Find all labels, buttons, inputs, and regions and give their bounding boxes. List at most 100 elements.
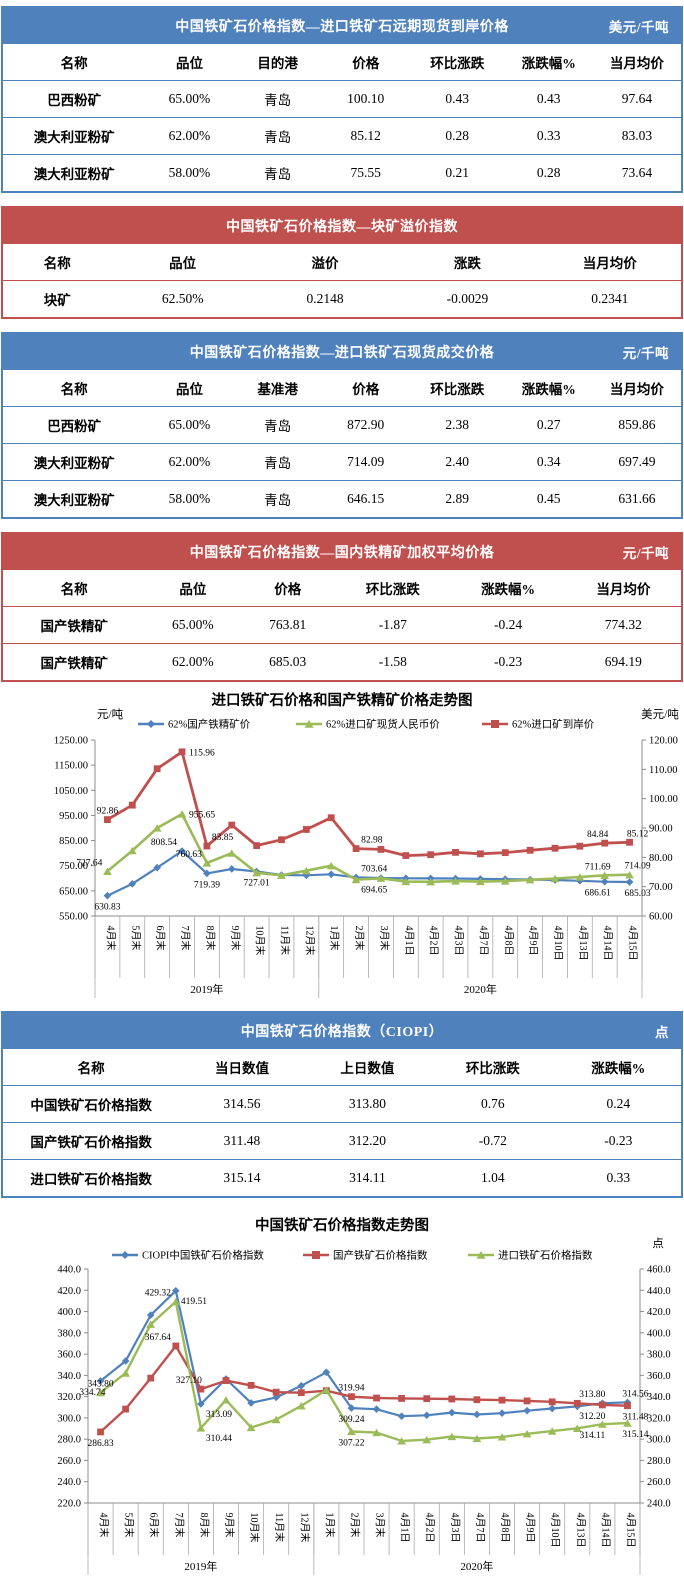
value-cell: 83.03: [592, 117, 681, 155]
column-header: 名称: [3, 1049, 180, 1086]
diamond-marker: [548, 1404, 556, 1413]
column-header: 名称: [3, 244, 112, 281]
value-cell: 685.03: [240, 643, 336, 680]
right-tick-label: 460.0: [647, 1265, 671, 1276]
data-table: 中国铁矿石价格指数—块矿溢价指数 名称 品位 溢价 涨跌 当月均价 块矿 62.50% 0.21…: [1, 206, 683, 319]
diamond-marker: [625, 878, 634, 886]
triangle-marker: [246, 1423, 256, 1432]
triangle-marker: [304, 720, 314, 728]
table-ciopi-index: 中国铁矿石价格指数（CIOPI）点名称 当日数值 上日数值 环比涨跌 涨跌幅% 中国铁矿石…: [1, 1011, 683, 1198]
value-cell: 0.33: [504, 117, 593, 155]
square-marker: [278, 836, 285, 844]
series-line: [99, 1300, 628, 1443]
point-label: 419.51: [181, 1297, 207, 1307]
point-label: 694.65: [361, 886, 387, 896]
right-axis-unit: 点: [652, 1237, 664, 1250]
x-axis-label: 10月末: [248, 1513, 261, 1543]
triangle-marker: [271, 1415, 281, 1424]
value-cell: -0.72: [430, 1122, 556, 1160]
square-marker: [491, 720, 499, 728]
x-axis-label: 5月末: [129, 926, 142, 951]
square-marker: [551, 844, 559, 852]
value-cell: 75.55: [321, 154, 410, 191]
diamond-marker: [372, 1405, 381, 1413]
square-marker: [153, 765, 161, 773]
table-row: 国产铁矿石价格指数 311.48 312.20 -0.72 -0.23: [3, 1122, 681, 1160]
square-marker: [297, 1389, 305, 1397]
x-axis-label: 11月末: [278, 926, 291, 956]
point-label: 343.80: [87, 1380, 113, 1390]
chart-title: 中国铁矿石价格指数走势图: [255, 1216, 429, 1234]
table-row: 巴西粉矿 65.00% 青岛 872.90 2.38 0.27 859.86: [3, 406, 681, 444]
diamond-marker: [473, 1410, 481, 1419]
column-header: 品位: [145, 44, 234, 81]
diamond-marker: [422, 1411, 431, 1420]
triangle-marker: [472, 1434, 482, 1443]
triangle-marker: [476, 1251, 486, 1259]
x-axis-label: 7月末: [179, 926, 192, 951]
table-row: 块矿 62.50% 0.2148 -0.0029 0.2341: [3, 280, 681, 317]
year-group-label: 2020年: [460, 1559, 493, 1573]
x-axis-label: 9月末: [229, 926, 242, 951]
legend-label: 国产铁矿石价格指数: [333, 1249, 428, 1262]
point-label: 92.86: [97, 807, 119, 817]
square-marker: [626, 838, 633, 846]
diamond-marker: [227, 865, 236, 873]
value-cell: 73.64: [592, 154, 681, 191]
square-marker: [498, 1396, 506, 1404]
value-cell: 0.43: [504, 80, 593, 118]
table-row: 国产铁精矿 65.00% 763.81 -1.87 -0.24 774.32: [3, 606, 681, 644]
table-row: 进口铁矿石价格指数 315.14 314.11 1.04 0.33: [3, 1159, 681, 1196]
left-tick-label: 1250.00: [54, 736, 88, 747]
diamond-marker: [121, 1251, 129, 1259]
x-axis-label: 4月15日: [624, 1513, 636, 1548]
left-tick-label: 300.0: [57, 1413, 81, 1424]
triangle-marker: [326, 861, 336, 870]
x-axis-label: 4月14日: [599, 1513, 611, 1548]
right-tick-label: 300.0: [647, 1435, 671, 1446]
table-title: 中国铁矿石价格指数（CIOPI）: [240, 1025, 444, 1040]
point-label: 309.24: [338, 1415, 364, 1425]
value-cell: 631.66: [592, 480, 681, 517]
square-marker: [523, 1397, 531, 1405]
left-tick-label: 550.00: [59, 912, 88, 923]
x-axis-label: 11月末: [273, 1513, 286, 1543]
point-label: 314.11: [579, 1431, 605, 1441]
point-label: 630.83: [94, 903, 120, 913]
row-name-cell: 进口铁矿石价格指数: [3, 1159, 180, 1196]
table-row: 澳大利亚粉矿 58.00% 青岛 75.55 0.21 0.28 73.64: [3, 154, 681, 191]
value-cell: 1.04: [430, 1159, 556, 1196]
table-lump-premium-index: 中国铁矿石价格指数—块矿溢价指数 名称 品位 溢价 涨跌 当月均价 块矿 62.50% 0.21…: [1, 206, 683, 319]
x-axis-label: 5月末: [123, 1513, 136, 1538]
table-row: 澳大利亚粉矿 62.00% 青岛 85.12 0.28 0.33 83.03: [3, 117, 681, 155]
square-marker: [452, 848, 459, 856]
value-cell: 青岛: [233, 117, 322, 155]
triangle-marker: [121, 1369, 131, 1377]
column-header: 涨跌幅%: [504, 370, 593, 407]
x-axis-label: 4月10日: [552, 926, 564, 961]
value-cell: 0.43: [409, 80, 505, 118]
triangle-marker: [347, 1427, 356, 1436]
value-cell: 311.48: [179, 1122, 305, 1160]
value-cell: 0.27: [504, 406, 593, 444]
column-header: 环比涨跌: [409, 44, 505, 81]
value-cell: 697.49: [592, 443, 681, 481]
point-label: 727.64: [76, 858, 102, 868]
data-table: 中国铁矿石价格指数—进口铁矿石远期现货到岸价格 美元/千吨 名称 品位 目的港 价格 环比涨…: [1, 6, 683, 193]
diamond-marker: [147, 720, 155, 728]
column-header: 价格: [240, 570, 336, 607]
square-marker: [377, 846, 385, 853]
legend-label: 进口铁矿石价格指数: [498, 1249, 593, 1262]
point-label: 82.98: [361, 836, 383, 846]
square-marker: [302, 826, 310, 833]
column-header: 当月均价: [565, 570, 681, 607]
triangle-marker: [401, 877, 411, 886]
year-group-label: 2019年: [184, 1559, 217, 1573]
point-label: 85.12: [627, 829, 649, 839]
x-axis-label: 4月10日: [549, 1513, 561, 1548]
triangle-marker: [625, 870, 634, 879]
left-tick-label: 1150.00: [54, 761, 88, 772]
table-import-forward-prices: 中国铁矿石价格指数—进口铁矿石远期现货到岸价格 美元/千吨 名称 品位 目的港 价格 环比涨…: [1, 6, 683, 193]
